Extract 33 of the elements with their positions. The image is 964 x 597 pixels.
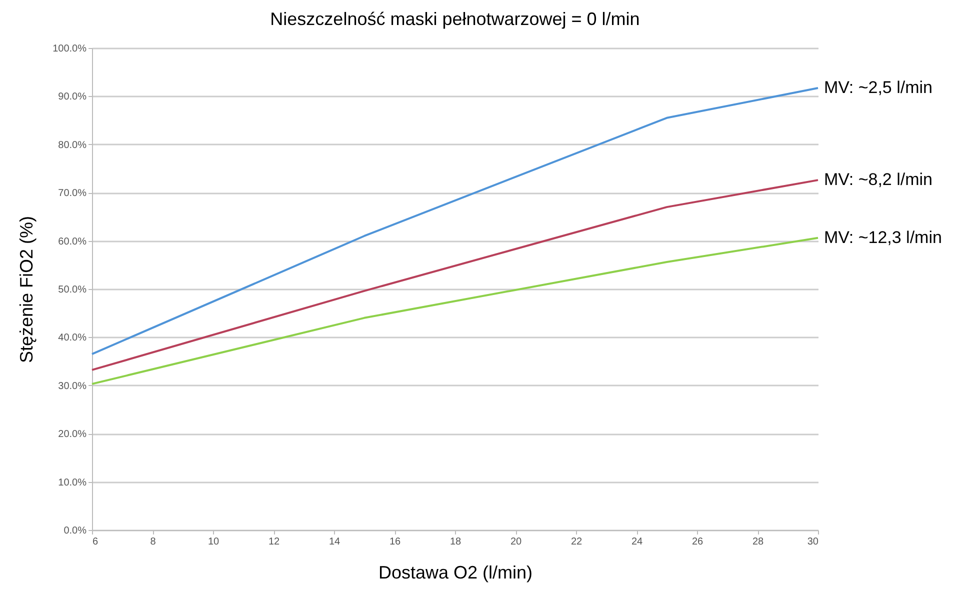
x-tick-label: 18 <box>450 536 462 548</box>
x-tick-label: 30 <box>807 536 819 548</box>
x-tick-label: 24 <box>631 536 643 548</box>
x-tick-label: 26 <box>692 536 704 548</box>
x-tick-label: 22 <box>570 536 582 548</box>
y-tick-label: 10.0% <box>58 477 87 488</box>
x-axis-title: Dostawa O2 (l/min) <box>378 562 533 582</box>
x-tick-label: 28 <box>752 536 764 548</box>
y-tick-label: 80.0% <box>58 140 87 151</box>
y-tick-label: 100.0% <box>52 44 87 54</box>
series-label: MV: ~2,5 l/min <box>824 78 932 98</box>
line-series <box>91 236 819 385</box>
series-label: MV: ~12,3 l/min <box>824 228 942 247</box>
y-tick-label: 20.0% <box>58 429 87 440</box>
y-tick-label: 60.0% <box>58 236 87 248</box>
y-axis-title: Stężenie FiO2 (%) <box>16 216 37 364</box>
y-tick-label: 70.0% <box>58 188 87 200</box>
y-tick-label: 90.0% <box>58 92 87 103</box>
chart-title: Nieszczelność maski pełnotwarzowej = 0 l/min <box>270 9 640 29</box>
y-tick-label: 30.0% <box>58 380 87 392</box>
x-tick-label: 8 <box>150 536 156 548</box>
x-tick-label: 6 <box>92 536 98 548</box>
series-label: MV: ~8,2 l/min <box>824 170 932 190</box>
line-series <box>91 179 819 371</box>
x-tick-label: 12 <box>268 536 280 548</box>
y-tick-label: 40.0% <box>58 332 87 344</box>
line-series <box>91 87 819 356</box>
x-tick-label: 10 <box>208 536 220 548</box>
x-tick-label: 16 <box>389 536 401 548</box>
x-tick-label: 20 <box>510 536 522 548</box>
y-tick-label: 0.0% <box>64 526 87 536</box>
x-tick-label: 14 <box>328 536 340 548</box>
y-tick-label: 50.0% <box>58 284 87 296</box>
